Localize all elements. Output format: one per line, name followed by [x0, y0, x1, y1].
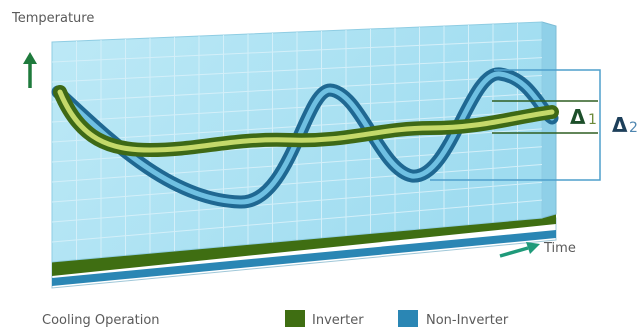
base-blue-strip	[52, 230, 556, 286]
grid-line-horizontal	[52, 181, 542, 223]
caption: Cooling Operation	[42, 313, 160, 328]
grid-line-horizontal	[52, 146, 542, 183]
grid-line-horizontal	[52, 74, 542, 103]
grid-line-horizontal	[52, 57, 542, 83]
legend-swatch-non-inverter	[398, 310, 418, 327]
x-axis-label: Time	[543, 241, 576, 256]
delta1-symbol: Δ	[570, 105, 586, 129]
up-arrow-icon	[23, 52, 37, 88]
grid-line-horizontal	[52, 39, 542, 63]
y-axis-label: Temperature	[11, 11, 94, 26]
grid-line-horizontal	[52, 199, 542, 243]
delta2-bracket	[430, 69, 601, 181]
legend-label-inverter: Inverter	[312, 313, 364, 328]
delta2-index: 2	[629, 120, 638, 136]
delta1-index: 1	[588, 112, 597, 128]
legend: Inverter Non-Inverter	[285, 310, 509, 328]
right-arrow-icon	[499, 242, 540, 258]
non-inverter-curve-highlight	[55, 71, 555, 205]
inverter-curve-highlight	[57, 89, 555, 153]
grid-line-horizontal	[52, 164, 542, 203]
legend-label-non-inverter: Non-Inverter	[426, 313, 509, 328]
grid-line-horizontal	[52, 92, 542, 123]
delta2-symbol: Δ	[612, 113, 628, 137]
legend-swatch-inverter	[285, 310, 305, 327]
